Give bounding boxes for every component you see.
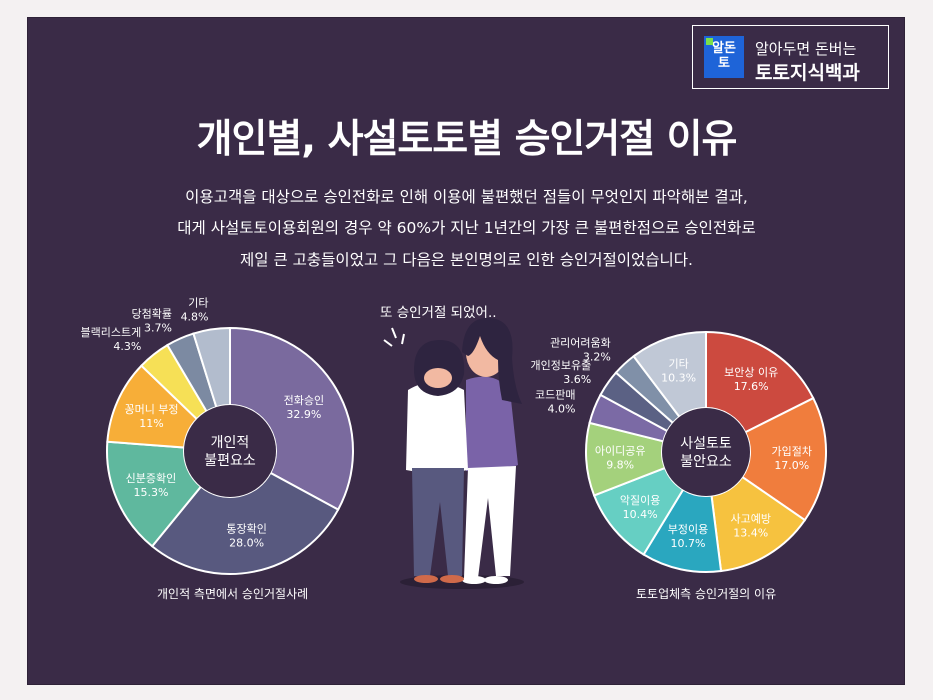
badge-line-2: 토	[718, 56, 730, 71]
left-shoe-2	[440, 575, 464, 583]
slice-value: 10.3%	[661, 371, 696, 384]
slice-label: 코드판매 4.0%	[535, 388, 575, 415]
left-woman-pants	[412, 468, 464, 576]
slice-label: 개인정보유출 3.6%	[530, 359, 591, 386]
slice-value: 28.0%	[229, 536, 264, 549]
description-line-1: 이용고객을 대상으로 승인전화로 인해 이용에 불편했던 점들이 무엇인지 파악…	[185, 188, 748, 206]
slice-value: 3.7%	[144, 321, 172, 334]
slice-label: 꽁머니 부정 11%	[124, 403, 178, 430]
donut-center-label: 사설토토	[680, 436, 732, 452]
donut-center	[662, 408, 750, 496]
slice-name: 당첨확률	[131, 307, 171, 320]
slice-label: 가입절차 17.0%	[772, 445, 812, 472]
right-shoe-1	[462, 576, 486, 584]
slice-name: 블랙리스트게	[81, 326, 142, 339]
brand-logo[interactable]: 알돈 토 알아두면 돈버는 토토지식백과	[692, 25, 889, 89]
slice-value: 11%	[139, 417, 163, 430]
donut-center	[184, 405, 276, 497]
slice-name: 코드판매	[535, 388, 575, 401]
badge-line-1: 알돈	[712, 41, 736, 56]
slice-name: 신분증확인	[126, 472, 177, 485]
slice-value: 4.8%	[181, 311, 209, 324]
slice-value: 10.4%	[623, 508, 658, 521]
slice-value: 17.0%	[774, 459, 809, 472]
brand-badge: 알돈 토	[704, 36, 744, 78]
donut-center-label: 불안요소	[680, 454, 732, 470]
slice-value: 17.6%	[734, 380, 769, 393]
left-chart-caption: 개인적 측면에서 승인거절사례	[157, 587, 309, 601]
slice-label: 아이디공유 9.8%	[595, 444, 646, 471]
slice-name: 사고예방	[730, 512, 770, 525]
slice-name: 아이디공유	[595, 444, 646, 457]
slice-label: 기타 4.8%	[181, 297, 209, 324]
slice-name: 꽁머니 부정	[124, 403, 178, 416]
badge-corner	[706, 38, 713, 45]
stress-lines	[383, 327, 405, 347]
slice-label: 기타 10.3%	[661, 357, 696, 384]
slice-label: 부정이용 10.7%	[668, 523, 708, 550]
worried-women-illustration	[383, 317, 524, 589]
left-woman-hands	[424, 368, 452, 388]
slice-label: 악질이용 10.4%	[620, 494, 660, 521]
donut-slice	[705, 330, 815, 434]
slice-value: 3.6%	[563, 373, 591, 386]
donut-center-label: 개인적	[211, 435, 250, 451]
slice-label: 블랙리스트게 4.3%	[81, 326, 142, 353]
slice-value: 3.2%	[583, 350, 611, 363]
description-line-2: 대게 사설토토이용회원의 경우 약 60%가 지난 1년간의 가장 큰 불편한점…	[177, 219, 756, 237]
personal-factors-donut: 전화승인 32.9% 통장확인 28.0% 신분증확인 15.3% 꽁머니 부정 11% 블랙리…	[81, 297, 354, 575]
slice-name: 기타	[188, 297, 208, 310]
brand-name: 토토지식백과	[755, 62, 860, 84]
slice-label: 보안상 이유 17.6%	[724, 366, 778, 393]
slice-name: 악질이용	[620, 494, 660, 507]
slice-value: 32.9%	[286, 408, 321, 421]
slice-label: 전화승인 32.9%	[284, 394, 324, 421]
slice-value: 10.7%	[671, 537, 706, 550]
slice-label: 신분증확인 15.3%	[126, 472, 177, 499]
left-shoe-1	[414, 575, 438, 583]
slice-name: 관리어려움화	[550, 336, 611, 349]
slice-name: 기타	[669, 357, 689, 370]
slice-name: 전화승인	[284, 394, 324, 407]
left-woman-top	[406, 382, 468, 473]
donut-center-label: 불편요소	[204, 453, 256, 469]
slice-label: 관리어려움화 3.2%	[550, 336, 611, 363]
right-chart-caption: 토토업체측 승인거절의 이유	[636, 587, 777, 601]
slice-name: 보안상 이유	[724, 366, 778, 379]
slice-value: 9.8%	[606, 458, 634, 471]
right-shoe-2	[484, 576, 508, 584]
description-line-3: 제일 큰 고충들이었고 그 다음은 본인명의로 인한 승인거절이었습니다.	[240, 251, 693, 269]
slice-name: 부정이용	[668, 523, 708, 536]
speech-text: 또 승인거절 되었어..	[380, 305, 497, 321]
slice-name: 개인정보유출	[530, 359, 591, 372]
page-title: 개인별, 사설토토별 승인거절 이유	[196, 117, 738, 162]
slice-label: 당첨확률 3.7%	[131, 307, 171, 334]
slice-value: 4.3%	[113, 340, 141, 353]
slice-name: 통장확인	[226, 522, 266, 535]
slice-label: 사고예방 13.4%	[730, 512, 770, 539]
brand-tagline: 알아두면 돈버는	[755, 40, 857, 58]
right-woman-pants	[464, 466, 516, 578]
slice-value: 4.0%	[548, 402, 576, 415]
right-woman-hair	[462, 317, 522, 404]
slice-value: 13.4%	[733, 526, 768, 539]
toto-factors-donut: 보안상 이유 17.6% 가입절차 17.0% 사고예방 13.4% 부정이용 10.7% 악질…	[530, 330, 827, 573]
slice-value: 15.3%	[133, 486, 168, 499]
slice-name: 가입절차	[772, 445, 812, 458]
slice-label: 통장확인 28.0%	[226, 522, 266, 549]
